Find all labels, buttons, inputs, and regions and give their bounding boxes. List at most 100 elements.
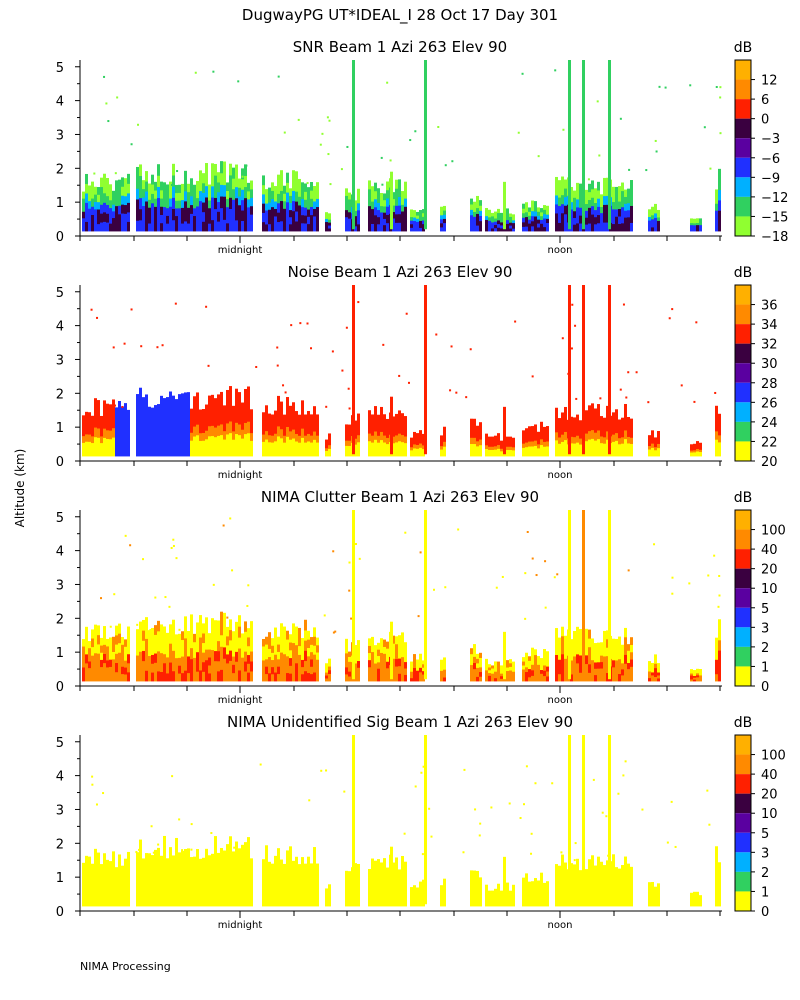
echo-speck bbox=[414, 130, 417, 133]
echo-cell bbox=[235, 651, 238, 662]
echo-cell bbox=[295, 644, 298, 655]
echo-cell bbox=[380, 218, 383, 226]
echo-cell bbox=[534, 206, 537, 212]
echo-cell bbox=[199, 440, 202, 449]
echo-cell bbox=[148, 207, 151, 216]
echo-cell bbox=[488, 666, 491, 671]
echo-cell bbox=[289, 188, 292, 196]
echo-cell bbox=[220, 172, 223, 185]
echo-cell bbox=[377, 898, 380, 907]
echo-cell bbox=[226, 662, 229, 673]
echo-cell bbox=[184, 616, 187, 628]
echo-cell bbox=[310, 666, 313, 675]
panel-4: NIMA Unidentified Sig Beam 1 Azi 263 Ele… bbox=[56, 713, 786, 931]
echo-cell bbox=[525, 895, 528, 901]
echo-cell bbox=[181, 878, 184, 889]
echo-cell bbox=[576, 898, 579, 907]
echo-cell bbox=[555, 212, 558, 223]
echo-cell bbox=[163, 653, 166, 664]
echo-cell bbox=[310, 421, 313, 429]
echo-cell bbox=[118, 179, 121, 189]
echo-cell bbox=[244, 884, 247, 896]
echo-cell bbox=[292, 438, 295, 448]
echo-cell bbox=[205, 196, 208, 209]
echo-cell bbox=[600, 898, 603, 907]
echo-cell bbox=[540, 219, 543, 224]
echo-cell bbox=[371, 421, 374, 429]
y-tick-label: 2 bbox=[56, 162, 64, 177]
echo-cell bbox=[211, 208, 214, 221]
echo-cell bbox=[401, 872, 404, 882]
echo-cell bbox=[348, 450, 351, 457]
echo-cell bbox=[112, 896, 115, 907]
echo-speck bbox=[121, 405, 124, 408]
echo-streak bbox=[608, 735, 611, 905]
echo-cell bbox=[274, 418, 277, 427]
echo-speck bbox=[95, 803, 98, 806]
echo-cell bbox=[555, 447, 558, 457]
echo-cell bbox=[106, 195, 109, 205]
echo-cell bbox=[615, 867, 618, 875]
echo-cell bbox=[597, 438, 600, 448]
echo-cell bbox=[470, 214, 473, 221]
echo-cell bbox=[136, 414, 139, 426]
echo-cell bbox=[564, 876, 567, 885]
echo-cell bbox=[440, 892, 443, 897]
echo-speck bbox=[688, 582, 691, 585]
echo-cell bbox=[576, 635, 579, 646]
echo-cell bbox=[244, 895, 247, 907]
echo-streak bbox=[503, 856, 506, 905]
echo-streak bbox=[608, 60, 611, 230]
echo-cell bbox=[94, 671, 97, 682]
echo-cell bbox=[262, 419, 265, 428]
echo-cell bbox=[479, 891, 482, 897]
echo-cell bbox=[244, 852, 247, 864]
echo-cell bbox=[693, 894, 696, 898]
echo-cell bbox=[313, 200, 316, 209]
echo-cell bbox=[485, 211, 488, 217]
echo-cell bbox=[597, 214, 600, 224]
colorbar-label: 32 bbox=[761, 338, 778, 353]
echo-cell bbox=[401, 880, 404, 890]
echo-cell bbox=[310, 182, 313, 191]
echo-cell bbox=[383, 667, 386, 675]
echo-cell bbox=[345, 673, 348, 682]
echo-cell bbox=[506, 882, 509, 887]
echo-cell bbox=[440, 218, 443, 224]
echo-cell bbox=[103, 173, 106, 184]
echo-cell bbox=[208, 425, 211, 437]
echo-cell bbox=[298, 672, 301, 682]
echo-cell bbox=[357, 448, 360, 457]
echo-cell bbox=[187, 199, 190, 208]
echo-cell bbox=[85, 855, 88, 865]
echo-cell bbox=[199, 409, 202, 418]
echo-cell bbox=[112, 197, 115, 205]
echo-cell bbox=[283, 421, 286, 429]
echo-cell bbox=[627, 417, 630, 424]
echo-cell bbox=[301, 222, 304, 232]
echo-cell bbox=[627, 429, 630, 437]
echo-cell bbox=[591, 197, 594, 207]
echo-cell bbox=[591, 855, 594, 865]
echo-cell bbox=[345, 894, 348, 901]
echo-cell bbox=[654, 212, 657, 218]
echo-cell bbox=[398, 448, 401, 457]
echo-cell bbox=[715, 856, 718, 867]
echo-cell bbox=[127, 432, 130, 442]
echo-cell bbox=[181, 639, 184, 649]
echo-cell bbox=[570, 666, 573, 675]
echo-cell bbox=[473, 656, 476, 664]
echo-cell bbox=[211, 660, 214, 671]
echo-cell bbox=[357, 188, 360, 197]
echo-cell bbox=[627, 674, 630, 682]
echo-cell bbox=[531, 889, 534, 895]
echo-cell bbox=[534, 878, 537, 884]
echo-speck bbox=[306, 182, 309, 185]
echo-cell bbox=[292, 180, 295, 191]
echo-cell bbox=[543, 431, 546, 438]
echo-cell bbox=[271, 214, 274, 224]
echo-cell bbox=[500, 448, 503, 452]
echo-cell bbox=[289, 895, 292, 907]
echo-cell bbox=[160, 652, 163, 663]
echo-cell bbox=[606, 186, 609, 196]
